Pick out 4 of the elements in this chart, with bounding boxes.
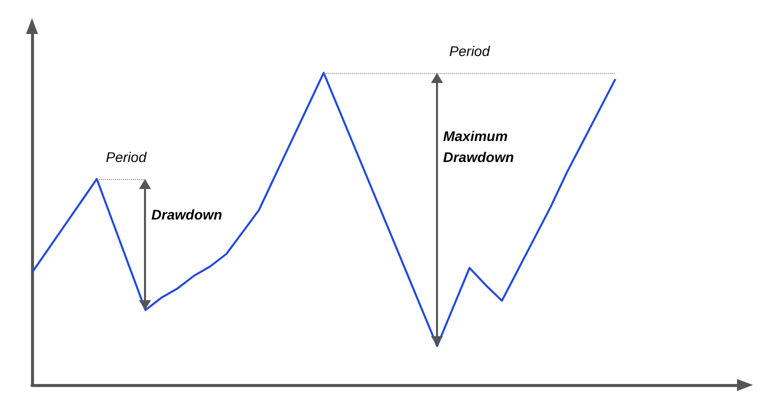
annotation: Maximum Drawdown: [443, 128, 514, 166]
text: Period: [449, 42, 491, 59]
annotation: Period: [106, 148, 148, 165]
annotation: Drawdown: [151, 206, 222, 222]
